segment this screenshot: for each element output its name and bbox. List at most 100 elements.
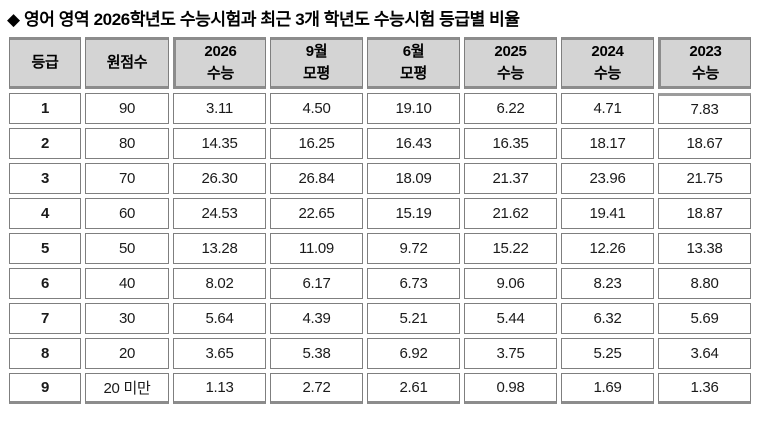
ratio-cell: 14.35 (173, 128, 266, 159)
header-2025-csat: 2025 수능 (464, 37, 557, 89)
raw-score-cell: 60 (85, 198, 169, 229)
ratio-cell: 26.30 (173, 163, 266, 194)
ratio-cell: 19.41 (561, 198, 654, 229)
ratio-cell: 5.25 (561, 338, 654, 369)
ratio-cell: 16.35 (464, 128, 557, 159)
ratio-cell: 8.02 (173, 268, 266, 299)
raw-score-cell: 20 (85, 338, 169, 369)
header-label: 모평 (399, 65, 427, 82)
ratio-cell: 9.06 (464, 268, 557, 299)
header-label: 수능 (206, 65, 234, 82)
header-label: 등급 (31, 54, 59, 72)
ratio-cell: 5.64 (173, 303, 266, 334)
header-label: 6월 (402, 43, 425, 61)
header-2024-csat: 2024 수능 (561, 37, 654, 89)
header-raw-score: 원점수 (85, 37, 169, 89)
ratio-cell: 11.09 (270, 233, 363, 264)
ratio-cell: 6.92 (367, 338, 460, 369)
grade-cell: 8 (9, 338, 81, 369)
table-row: 9 20 미만 1.13 2.72 2.61 0.98 1.69 1.36 (9, 373, 751, 404)
header-2026-csat: 2026 수능 (173, 37, 266, 89)
grade-cell: 7 (9, 303, 81, 334)
ratio-cell: 1.13 (173, 373, 266, 404)
header-june-mock: 6월 모평 (367, 37, 460, 89)
ratio-cell: 3.65 (173, 338, 266, 369)
ratio-cell: 2.61 (367, 373, 460, 404)
header-row: 등급 원점수 2026 수능 9월 모평 6월 모평 202 (9, 37, 751, 89)
ratio-cell: 3.11 (173, 93, 266, 124)
ratio-cell: 26.84 (270, 163, 363, 194)
header-label: 2023 (689, 43, 722, 61)
table-row: 1 90 3.11 4.50 19.10 6.22 4.71 7.83 (9, 93, 751, 124)
header-2023-csat: 2023 수능 (658, 37, 751, 89)
ratio-cell: 24.53 (173, 198, 266, 229)
ratio-cell: 5.38 (270, 338, 363, 369)
table-row: 4 60 24.53 22.65 15.19 21.62 19.41 18.87 (9, 198, 751, 229)
header-label: 수능 (691, 65, 719, 82)
ratio-cell: 21.37 (464, 163, 557, 194)
ratio-cell: 3.75 (464, 338, 557, 369)
ratio-cell: 6.73 (367, 268, 460, 299)
raw-score-cell: 40 (85, 268, 169, 299)
ratio-cell: 23.96 (561, 163, 654, 194)
ratio-cell: 2.72 (270, 373, 363, 404)
ratio-cell: 1.69 (561, 373, 654, 404)
grade-cell: 3 (9, 163, 81, 194)
ratio-cell: 15.22 (464, 233, 557, 264)
grade-cell: 4 (9, 198, 81, 229)
header-label: 원점수 (106, 54, 148, 72)
ratio-cell: 4.71 (561, 93, 654, 124)
table-row: 7 30 5.64 4.39 5.21 5.44 6.32 5.69 (9, 303, 751, 334)
ratio-cell: 18.09 (367, 163, 460, 194)
ratio-cell: 8.23 (561, 268, 654, 299)
grade-ratio-table: 등급 원점수 2026 수능 9월 모평 6월 모평 20 2 (5, 33, 755, 408)
ratio-cell: 18.87 (658, 198, 751, 229)
ratio-cell: 5.21 (367, 303, 460, 334)
ratio-cell: 13.38 (658, 233, 751, 264)
ratio-cell: 0.98 (464, 373, 557, 404)
table-body: 1 90 3.11 4.50 19.10 6.22 4.71 7.83 2 80 14.35 16.2… (9, 93, 751, 404)
ratio-cell: 22.65 (270, 198, 363, 229)
ratio-cell: 18.17 (561, 128, 654, 159)
header-september-mock: 9월 모평 (270, 37, 363, 89)
table-row: 6 40 8.02 6.17 6.73 9.06 8.23 8.80 (9, 268, 751, 299)
ratio-cell: 16.25 (270, 128, 363, 159)
raw-score-cell: 50 (85, 233, 169, 264)
ratio-cell: 6.32 (561, 303, 654, 334)
grade-cell: 6 (9, 268, 81, 299)
table-row: 5 50 13.28 11.09 9.72 15.22 12.26 13.38 (9, 233, 751, 264)
ratio-cell: 3.64 (658, 338, 751, 369)
ratio-cell: 5.44 (464, 303, 557, 334)
raw-score-cell: 70 (85, 163, 169, 194)
header-grade: 등급 (9, 37, 81, 89)
header-label: 수능 (496, 65, 524, 82)
ratio-cell: 12.26 (561, 233, 654, 264)
table-header: 등급 원점수 2026 수능 9월 모평 6월 모평 202 (9, 37, 751, 89)
header-label: 수능 (593, 65, 621, 82)
ratio-cell: 13.28 (173, 233, 266, 264)
ratio-cell: 4.39 (270, 303, 363, 334)
raw-score-cell: 80 (85, 128, 169, 159)
grade-cell: 5 (9, 233, 81, 264)
ratio-cell: 19.10 (367, 93, 460, 124)
ratio-cell: 15.19 (367, 198, 460, 229)
ratio-cell: 8.80 (658, 268, 751, 299)
ratio-cell: 7.83 (658, 93, 751, 124)
raw-score-cell: 90 (85, 93, 169, 124)
table-row: 2 80 14.35 16.25 16.43 16.35 18.17 18.67 (9, 128, 751, 159)
grade-cell: 2 (9, 128, 81, 159)
header-label: 2024 (591, 43, 624, 61)
grade-cell: 1 (9, 93, 81, 124)
ratio-cell: 21.75 (658, 163, 751, 194)
ratio-cell: 4.50 (270, 93, 363, 124)
ratio-cell: 21.62 (464, 198, 557, 229)
header-label: 모평 (302, 65, 330, 82)
ratio-cell: 5.69 (658, 303, 751, 334)
header-label: 9월 (305, 43, 328, 61)
table-row: 8 20 3.65 5.38 6.92 3.75 5.25 3.64 (9, 338, 751, 369)
ratio-cell: 6.17 (270, 268, 363, 299)
table-title: ◆ 영어 영역 2026학년도 수능시험과 최근 3개 학년도 수능시험 등급별… (7, 10, 520, 29)
grade-cell: 9 (9, 373, 81, 404)
ratio-cell: 16.43 (367, 128, 460, 159)
